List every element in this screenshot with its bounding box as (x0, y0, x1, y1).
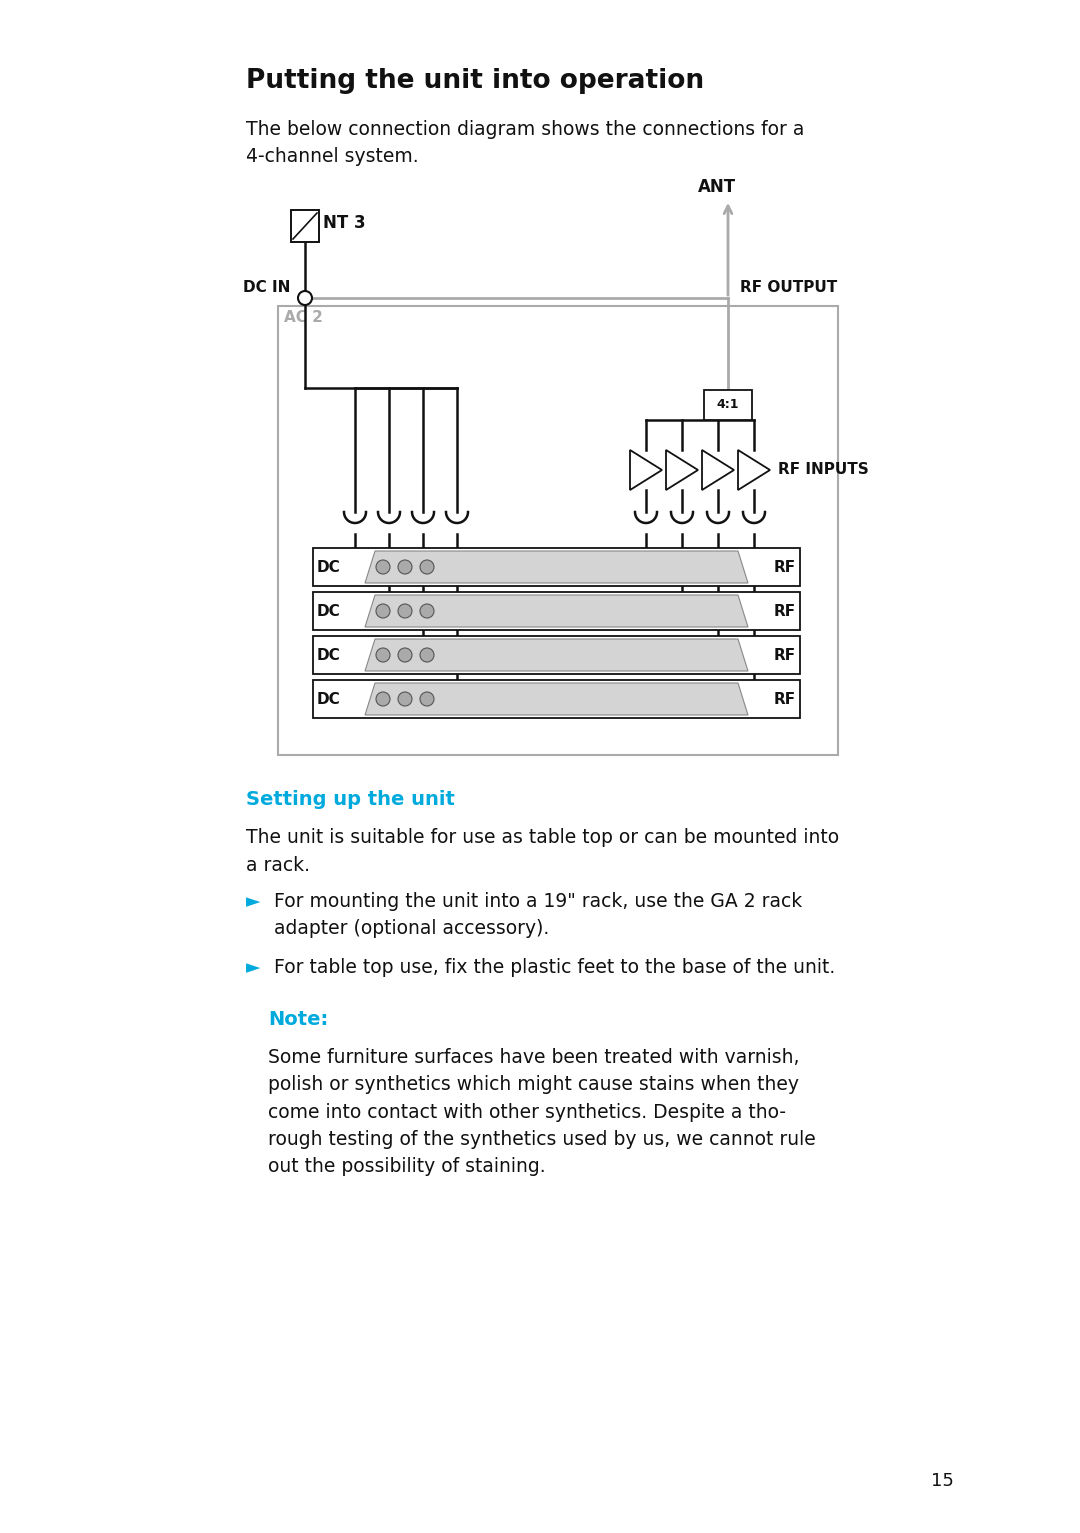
Text: RF INPUTS: RF INPUTS (778, 463, 868, 477)
Text: DC: DC (318, 691, 341, 707)
Text: NT 3: NT 3 (323, 215, 366, 231)
Polygon shape (365, 684, 748, 714)
Circle shape (376, 648, 390, 662)
Text: RF: RF (774, 604, 796, 618)
Bar (313, 636, 800, 675)
Circle shape (376, 691, 390, 707)
Circle shape (376, 604, 390, 618)
Text: DC: DC (318, 604, 341, 618)
Text: For table top use, fix the plastic feet to the base of the unit.: For table top use, fix the plastic feet … (274, 958, 835, 977)
Bar (278, 307, 838, 754)
Bar (313, 547, 800, 586)
Circle shape (399, 648, 411, 662)
Text: DC: DC (318, 647, 341, 662)
Text: RF OUTPUT: RF OUTPUT (740, 281, 837, 294)
Text: DC IN: DC IN (243, 281, 291, 294)
Text: ANT: ANT (698, 178, 737, 196)
Bar (704, 389, 752, 420)
Circle shape (399, 604, 411, 618)
Text: ►: ► (246, 892, 260, 911)
Text: The unit is suitable for use as table top or can be mounted into: The unit is suitable for use as table to… (246, 828, 839, 848)
Text: For mounting the unit into a 19" rack, use the GA 2 rack
adapter (optional acces: For mounting the unit into a 19" rack, u… (274, 892, 802, 938)
Text: Setting up the unit: Setting up the unit (246, 789, 455, 809)
Bar (313, 592, 800, 630)
Text: Putting the unit into operation: Putting the unit into operation (246, 67, 704, 94)
Text: ►: ► (246, 958, 260, 977)
Bar (291, 210, 319, 242)
Circle shape (420, 560, 434, 573)
Text: RF: RF (774, 560, 796, 575)
Bar (313, 681, 800, 717)
Text: The below connection diagram shows the connections for a
4-channel system.: The below connection diagram shows the c… (246, 120, 805, 166)
Circle shape (399, 560, 411, 573)
Text: AC 2: AC 2 (284, 310, 323, 325)
Circle shape (376, 560, 390, 573)
Polygon shape (365, 639, 748, 671)
Circle shape (420, 648, 434, 662)
Text: Note:: Note: (268, 1010, 328, 1029)
Text: 4:1: 4:1 (717, 399, 739, 411)
Polygon shape (365, 595, 748, 627)
Circle shape (420, 604, 434, 618)
Text: RF: RF (774, 691, 796, 707)
Text: RF: RF (774, 647, 796, 662)
Text: 15: 15 (931, 1472, 954, 1490)
Circle shape (399, 691, 411, 707)
Polygon shape (365, 550, 748, 583)
Text: Some furniture surfaces have been treated with varnish,
polish or synthetics whi: Some furniture surfaces have been treate… (268, 1049, 815, 1176)
Text: DC: DC (318, 560, 341, 575)
Text: a rack.: a rack. (246, 855, 310, 875)
Circle shape (420, 691, 434, 707)
